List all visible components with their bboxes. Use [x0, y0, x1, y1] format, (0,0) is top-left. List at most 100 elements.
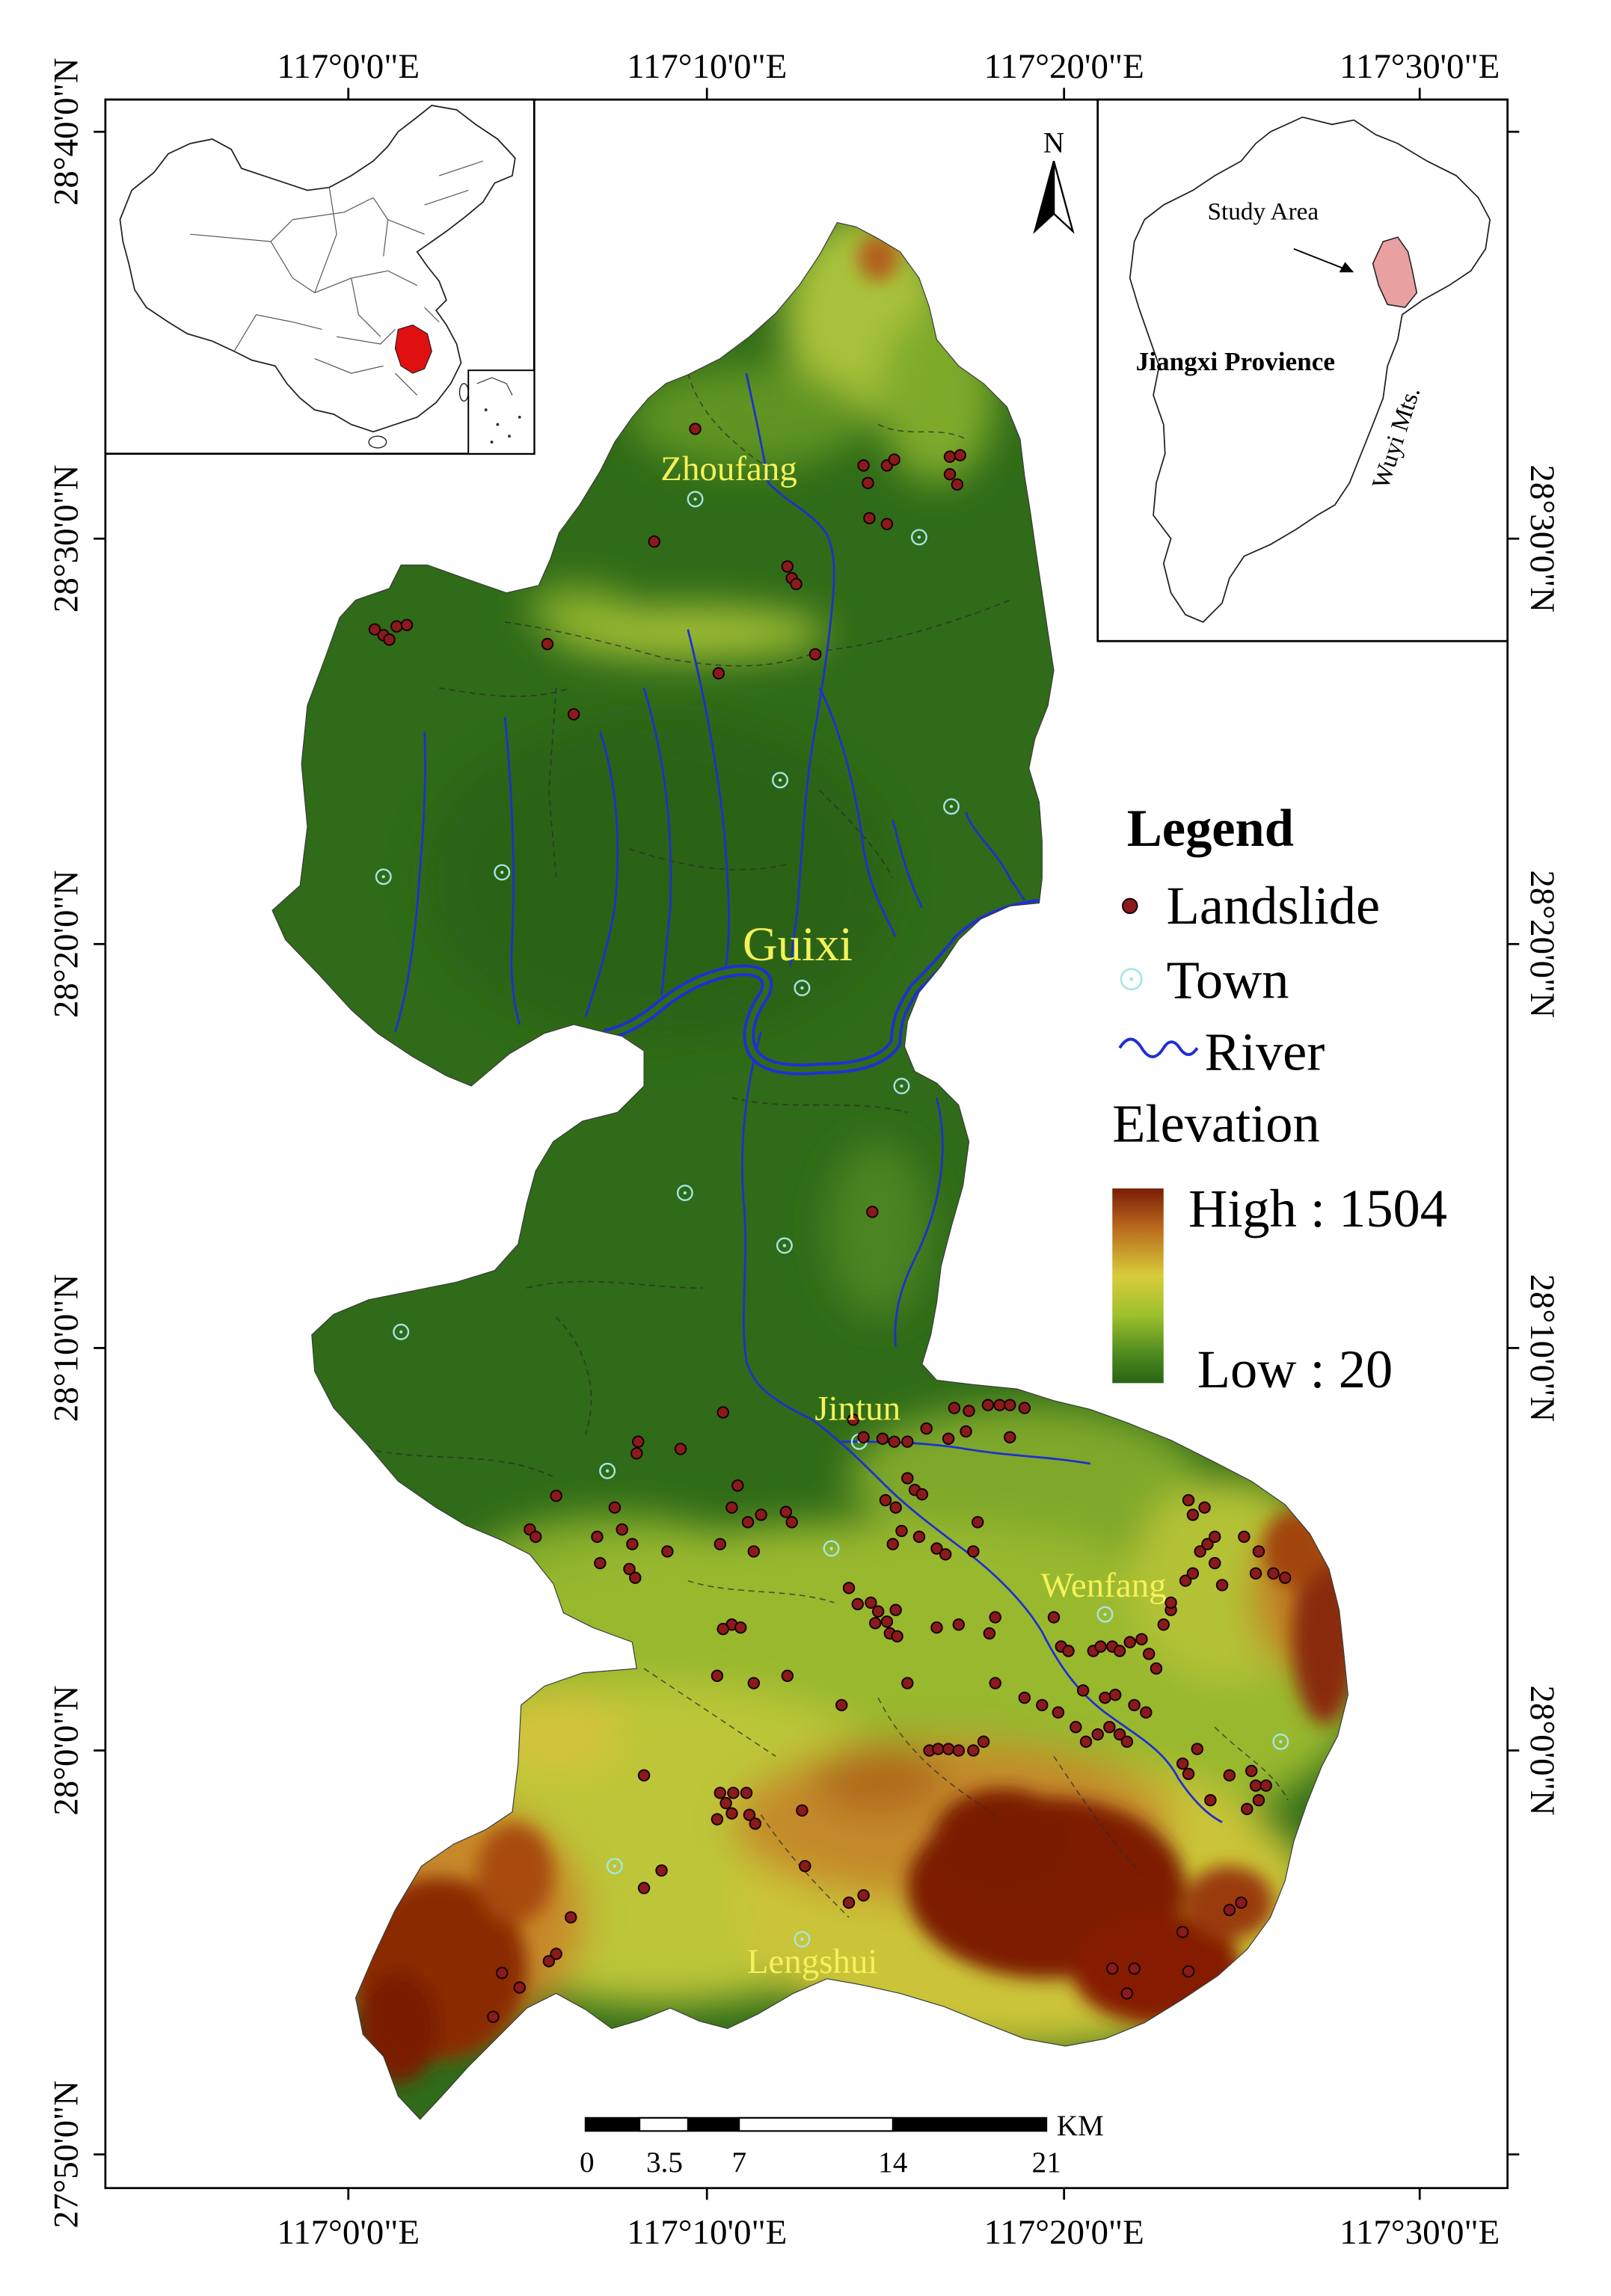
lat-label: 28°10'0"N	[1523, 1274, 1562, 1422]
landslide-point	[781, 560, 794, 573]
landslide-point	[1182, 1494, 1195, 1507]
north-label: N	[1043, 127, 1064, 159]
landslide-point	[857, 1889, 870, 1902]
landslide-point	[1176, 1926, 1189, 1939]
landslide-point	[1252, 1545, 1265, 1558]
town-marker	[599, 1462, 616, 1479]
landslide-point	[1176, 1757, 1189, 1770]
longitude-labels-bottom: 117°0'0"E 117°10'0"E 117°20'0"E 117°30'0…	[277, 2213, 1500, 2252]
landslide-point	[891, 1630, 903, 1643]
lon-label: 117°30'0"E	[1340, 2213, 1500, 2252]
landslide-point	[1094, 1640, 1107, 1653]
landslide-point	[714, 1538, 727, 1550]
lat-label: 28°20'0"N	[1523, 870, 1562, 1018]
landslide-point	[749, 1817, 761, 1830]
scale-tick-label: 7	[731, 2146, 746, 2179]
lon-label: 117°10'0"E	[627, 47, 787, 86]
legend-elevation-low: Low : 20	[1197, 1339, 1393, 1399]
landslide-point	[747, 1677, 761, 1689]
landslide-point	[869, 1617, 882, 1630]
lat-label: 28°0'0"N	[47, 1685, 86, 1815]
landslide-point	[1106, 1962, 1119, 1975]
landslide-point	[626, 1538, 639, 1550]
province-label: Jiangxi Provience	[1136, 347, 1335, 376]
landslide-point	[1209, 1556, 1221, 1570]
legend-river: River	[1205, 1022, 1325, 1082]
landslide-point	[943, 450, 957, 463]
landslide-point	[943, 467, 957, 481]
landslide-point	[1179, 1574, 1192, 1587]
landslide-point	[689, 423, 702, 435]
landslide-point	[889, 1603, 902, 1616]
landslide-point	[1186, 1508, 1200, 1521]
legend-landslide: Landslide	[1167, 875, 1380, 936]
landslide-point	[952, 1744, 966, 1757]
north-arrow-icon: N	[1033, 127, 1075, 234]
landslide-point	[1252, 1793, 1265, 1807]
landslide-point	[1157, 1618, 1170, 1631]
town-marker	[794, 980, 811, 996]
landslide-point	[835, 1698, 848, 1712]
china-inset	[104, 98, 536, 455]
lat-label: 28°20'0"N	[47, 870, 86, 1018]
landslide-point	[661, 1545, 674, 1558]
landslide-point	[1241, 1802, 1253, 1816]
landslide-point	[857, 1431, 870, 1444]
landslide-symbol-icon	[1121, 897, 1138, 915]
landslide-point	[740, 1787, 753, 1799]
town-marker	[1272, 1733, 1289, 1750]
landslide-point	[977, 1735, 990, 1749]
jiangxi-highlight	[394, 324, 432, 374]
lon-label: 117°10'0"E	[627, 2213, 787, 2252]
landslide-point	[866, 1206, 879, 1218]
landslide-point	[1108, 1688, 1122, 1701]
landslide-point	[799, 1859, 811, 1873]
landslide-point	[879, 1494, 892, 1507]
landslide-point	[608, 1501, 622, 1514]
landslide-point	[1135, 1633, 1148, 1646]
legend-title: Legend	[1127, 799, 1294, 858]
landslide-point	[901, 1677, 914, 1689]
landslide-point	[743, 1808, 756, 1821]
landslide-point	[930, 1542, 943, 1555]
landslide-point	[542, 1955, 556, 1968]
landslide-point	[1198, 1501, 1211, 1514]
scale-tick-label: 3.5	[646, 2146, 683, 2179]
landslide-point	[755, 1508, 767, 1521]
landslide-point	[1018, 1691, 1031, 1704]
landslide-point	[1186, 1567, 1200, 1580]
scale-unit: KM	[1057, 2110, 1104, 2142]
town-label-lengshui: Lengshui	[747, 1942, 878, 1981]
legend-town: Town	[1167, 950, 1289, 1010]
landslide-point	[1018, 1402, 1031, 1414]
landslide-point	[1238, 1530, 1251, 1544]
landslide-point	[963, 1405, 975, 1417]
lon-label: 117°30'0"E	[1340, 47, 1500, 86]
landslide-point	[1223, 1903, 1236, 1917]
landslide-point	[630, 1447, 643, 1460]
landslide-point	[734, 1621, 747, 1634]
landslide-point	[796, 1804, 808, 1817]
town-marker	[794, 1931, 811, 1947]
town-label-zhoufang: Zhoufang	[660, 449, 797, 488]
landslide-point	[847, 1413, 860, 1426]
landslide-point	[567, 707, 580, 721]
landslide-point	[930, 1621, 943, 1634]
landslide-point	[889, 1501, 902, 1514]
landslide-point	[888, 1435, 900, 1448]
landslide-point	[1113, 1728, 1126, 1741]
landslide-point	[1004, 1431, 1016, 1444]
landslide-point	[1204, 1793, 1217, 1807]
landslide-point	[714, 1787, 727, 1799]
landslide-point	[960, 1425, 972, 1438]
landslide-point	[1047, 1611, 1061, 1624]
town-marker	[943, 798, 960, 815]
landslide-point	[1123, 1636, 1136, 1648]
landslide-point	[781, 1669, 794, 1682]
lon-label: 117°20'0"E	[984, 47, 1144, 86]
landslide-point	[550, 1947, 562, 1960]
landslide-point	[942, 1743, 955, 1755]
landslide-point	[564, 1911, 577, 1924]
landslide-point	[741, 1516, 755, 1529]
